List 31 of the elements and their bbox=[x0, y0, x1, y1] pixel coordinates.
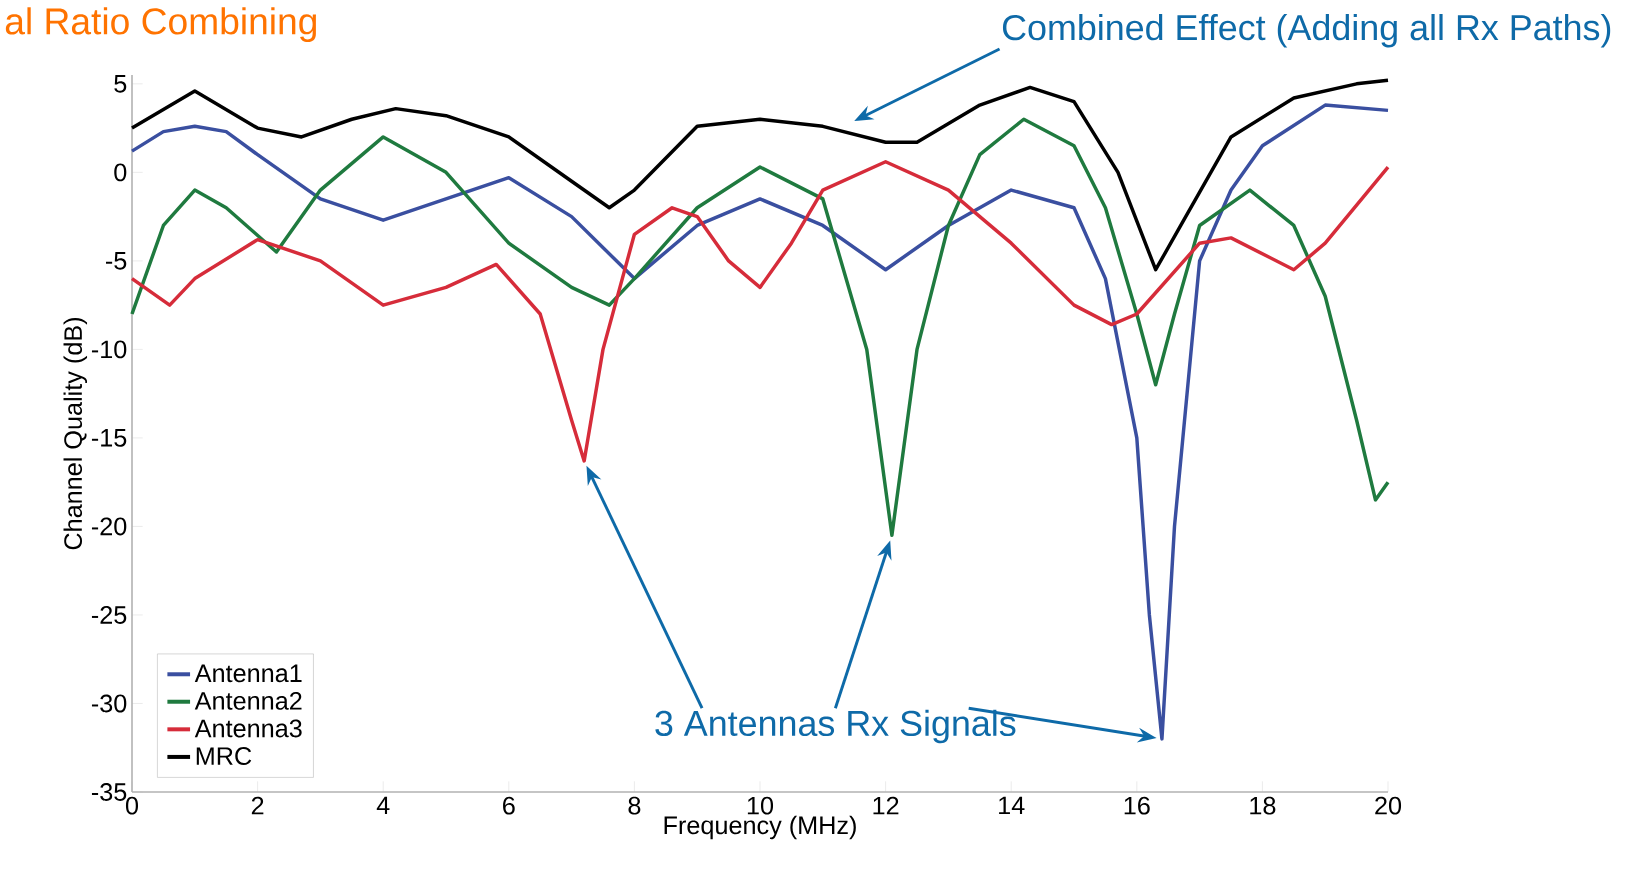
line-series bbox=[130, 117, 1390, 538]
y-axis-title: Channel Quality (dB) bbox=[63, 317, 88, 550]
annotation: 3 Antennas Rx Signals bbox=[655, 709, 1016, 744]
x-tick-label: 2 bbox=[251, 796, 264, 815]
x-tick-label: 8 bbox=[628, 796, 641, 815]
legend-label: Antenna3 bbox=[194, 719, 302, 738]
legend-label: Antenna2 bbox=[194, 691, 302, 710]
y-tick-label: -25 bbox=[91, 606, 127, 624]
y-tick-label: -20 bbox=[91, 517, 127, 536]
x-tick-label: 16 bbox=[1124, 796, 1150, 815]
x-tick-label: 6 bbox=[503, 796, 515, 815]
line-series bbox=[130, 159, 1390, 463]
legend-label: Antenna1 bbox=[194, 664, 302, 683]
y-tick-label: 5 bbox=[114, 75, 127, 93]
y-tick-label: -5 bbox=[105, 252, 127, 270]
y-tick-label: -30 bbox=[91, 694, 127, 713]
chart-title: al Ratio Combining bbox=[5, 7, 317, 42]
y-tick-label: -10 bbox=[91, 340, 127, 359]
y-tick-label: -15 bbox=[91, 429, 127, 447]
x-tick-label: 14 bbox=[999, 796, 1025, 815]
y-tick-label: 0 bbox=[114, 163, 127, 182]
x-tick-label: 12 bbox=[873, 796, 899, 815]
x-tick-label: 18 bbox=[1250, 796, 1276, 815]
x-tick-label: 20 bbox=[1375, 796, 1402, 815]
x-axis-title: Frequency (MHz) bbox=[664, 815, 856, 840]
x-tick-label: 4 bbox=[376, 796, 390, 815]
y-tick-label: -35 bbox=[91, 783, 127, 801]
legend-label: MRC bbox=[196, 747, 252, 765]
x-tick-label: 10 bbox=[747, 796, 774, 815]
text: Combined Effect (Adding all Rx Paths) bbox=[1002, 14, 1611, 48]
line-series bbox=[130, 78, 1390, 272]
